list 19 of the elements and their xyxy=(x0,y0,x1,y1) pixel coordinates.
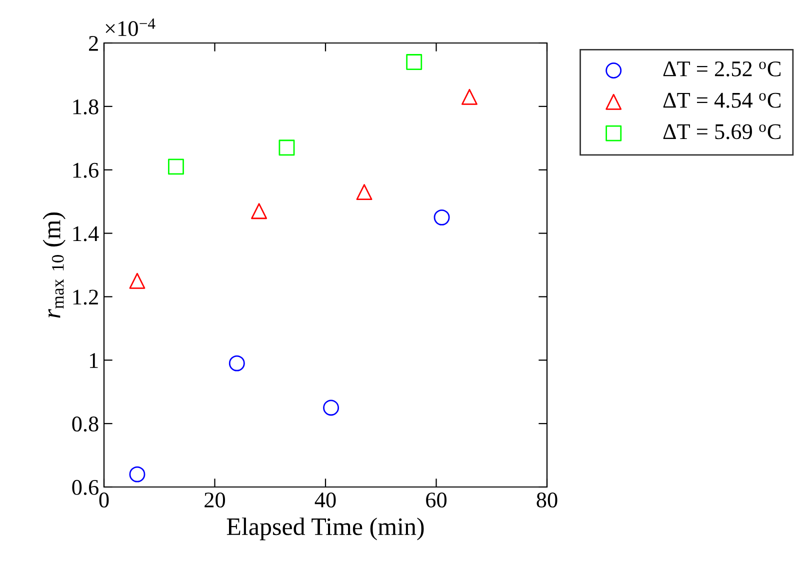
x-tick-label: 0 xyxy=(99,492,109,508)
x-tick-label: 60 xyxy=(426,492,447,508)
y-tick-label: 1.6 xyxy=(73,162,98,178)
y-tick-label: 0.8 xyxy=(72,416,98,432)
y-tick-label: 0.6 xyxy=(72,480,98,496)
x-tick-label: 80 xyxy=(536,492,558,508)
y-tick-label: 1.4 xyxy=(73,226,99,242)
legend-label: ΔT = 5.69 $^{o}$C xyxy=(663,124,780,140)
x-axis-title: Elapsed Time (min) xyxy=(226,518,424,540)
y-tick-label: 1 xyxy=(90,353,98,368)
y-axis-title: r$_{max 10}$ (m) xyxy=(42,212,66,318)
text: ×10$^{−4}$ xyxy=(106,18,156,36)
legend-label: ΔT = 2.52 $^{o}$C xyxy=(663,61,780,76)
y-tick-label: 2 xyxy=(89,36,98,51)
x-tick-label: 20 xyxy=(204,492,226,508)
y-tick-label: 1.8 xyxy=(73,99,98,114)
x-tick-label: 40 xyxy=(314,492,336,508)
y-tick-label: 1.2 xyxy=(73,290,98,305)
legend-label: ΔT = 4.54 $^{o}$C xyxy=(663,92,780,108)
